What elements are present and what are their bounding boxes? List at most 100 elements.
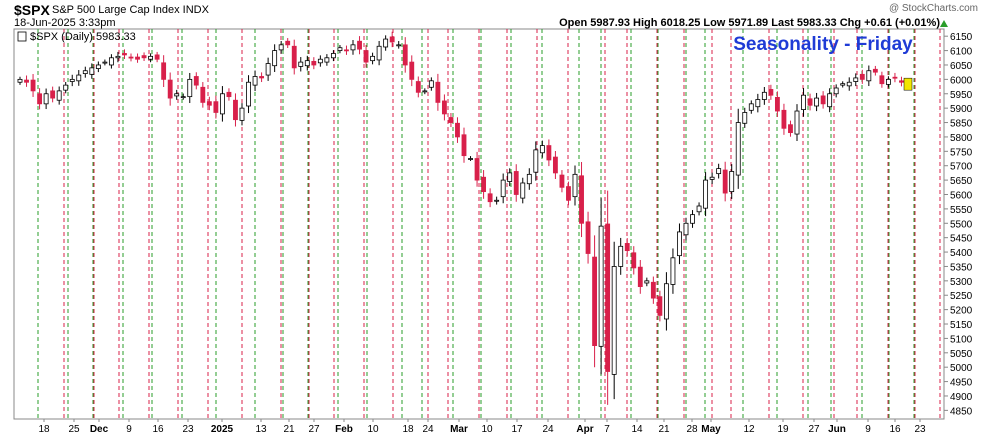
candle-body [317,58,323,64]
candle-body [304,60,310,67]
candle-body [455,122,460,138]
candle-body [428,80,434,88]
candle-body [350,44,356,51]
x-tick-label: 19 [777,424,789,435]
candle-body [108,57,114,66]
candle-body [605,223,611,372]
y-tick-label: 5600 [950,190,973,201]
x-tick-label: 21 [283,424,295,435]
candle-body [311,60,317,66]
candle-body [435,81,441,103]
legend-swatch [17,31,27,42]
candle-body [794,110,800,135]
candle-body [781,109,787,129]
y-tick-label: 5950 [950,90,973,101]
candle-body [174,93,180,97]
x-tick-label: 24 [422,424,434,435]
candle-body [17,78,23,83]
y-tick-label: 4850 [950,406,973,417]
candle-body [566,186,571,201]
candle-body [624,243,630,252]
candle-body [63,84,69,91]
x-tick-label: Dec [90,424,109,435]
candle-body [494,199,500,202]
candle-body [389,36,395,43]
x-tick-label: 23 [914,424,926,435]
candle-body [827,93,833,108]
x-tick-label: Mar [450,424,468,435]
candle-body [729,171,735,193]
candle-body [539,145,545,154]
chart-title: Seasonality - Friday [733,34,913,55]
candle-body [69,78,75,82]
candle-body [180,96,186,99]
x-tick-label: 18 [402,424,414,435]
candle-body [441,100,447,115]
candle-body [820,95,826,105]
candle-body [690,214,695,224]
candle-body [663,283,669,320]
candle-body [344,49,349,52]
candle-body [187,78,193,98]
candle-body [546,145,552,161]
candle-body [383,38,389,48]
x-tick-label: May [701,424,721,435]
candle-body [579,175,584,224]
candle-body [141,55,147,59]
candle-body [637,266,643,288]
candle-body [598,225,604,347]
candle-body [592,256,598,347]
candle-body [102,61,108,64]
x-tick-label: 16 [152,424,164,435]
candle-body [200,86,206,103]
candle-body [233,99,238,121]
y-tick-label: 5550 [950,205,973,216]
candle-body [814,97,820,107]
candle-body [611,266,617,375]
candle-body [774,96,780,112]
candle-body [357,40,362,50]
y-tick-label: 5650 [950,176,973,187]
candle-body [650,281,656,299]
candle-body [30,79,36,92]
candle-body [500,179,506,198]
candle-body [206,101,212,106]
x-tick-label: 23 [182,424,194,435]
candle-body [572,173,578,198]
candle-body [657,296,663,316]
candle-body [670,257,676,285]
candle-body [709,176,715,180]
candle-body [219,93,225,115]
candle-body [76,74,82,82]
candle-body [696,205,702,213]
ohlc-readout: Open 5987.93 High 6018.25 Low 5971.89 La… [559,17,940,29]
candle-body [585,221,591,254]
candle-body [448,117,454,123]
y-tick-label: 6050 [950,61,973,72]
candle-body [644,280,650,284]
candle-body [513,171,519,195]
candle-body [135,56,140,60]
candle-body [396,44,402,47]
x-tick-label: 7 [604,424,610,435]
x-tick-label: 25 [68,424,80,435]
x-tick-label: 27 [808,424,820,435]
x-tick-label: 27 [308,424,320,435]
candle-body [866,70,872,82]
candle-body [213,101,219,113]
candle-body [559,174,565,188]
candle-body [768,89,774,96]
x-tick-label: 21 [658,424,670,435]
candle-body [82,70,88,75]
candle-body [461,134,467,157]
x-tick-label: 28 [686,424,698,435]
x-tick-label: 16 [889,424,901,435]
y-tick-label: 5000 [950,363,973,374]
y-tick-label: 5250 [950,291,973,302]
x-tick-label: 18 [38,424,50,435]
y-tick-label: 5300 [950,277,973,288]
candle-body [115,55,121,59]
x-tick-label: 14 [631,424,643,435]
y-tick-label: 5750 [950,147,973,158]
